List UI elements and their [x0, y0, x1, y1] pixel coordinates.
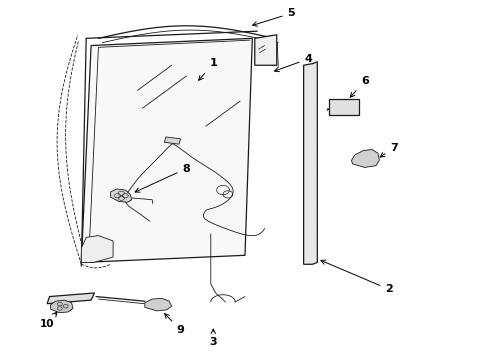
Polygon shape — [81, 39, 252, 262]
Polygon shape — [47, 293, 95, 304]
Text: 8: 8 — [135, 163, 190, 192]
Text: 4: 4 — [274, 54, 313, 72]
Polygon shape — [304, 62, 318, 264]
Text: 3: 3 — [209, 329, 217, 347]
Text: 9: 9 — [165, 314, 184, 335]
Text: 10: 10 — [40, 312, 57, 329]
FancyBboxPatch shape — [329, 99, 359, 115]
Text: 7: 7 — [380, 143, 398, 157]
Polygon shape — [255, 35, 277, 65]
Polygon shape — [81, 235, 113, 262]
Polygon shape — [111, 189, 132, 202]
Polygon shape — [145, 298, 172, 311]
Polygon shape — [351, 149, 379, 167]
Polygon shape — [164, 137, 180, 144]
Text: 6: 6 — [350, 76, 368, 97]
Text: 5: 5 — [253, 8, 295, 26]
Polygon shape — [50, 300, 73, 313]
Text: 1: 1 — [198, 58, 217, 80]
Text: 2: 2 — [321, 260, 393, 294]
